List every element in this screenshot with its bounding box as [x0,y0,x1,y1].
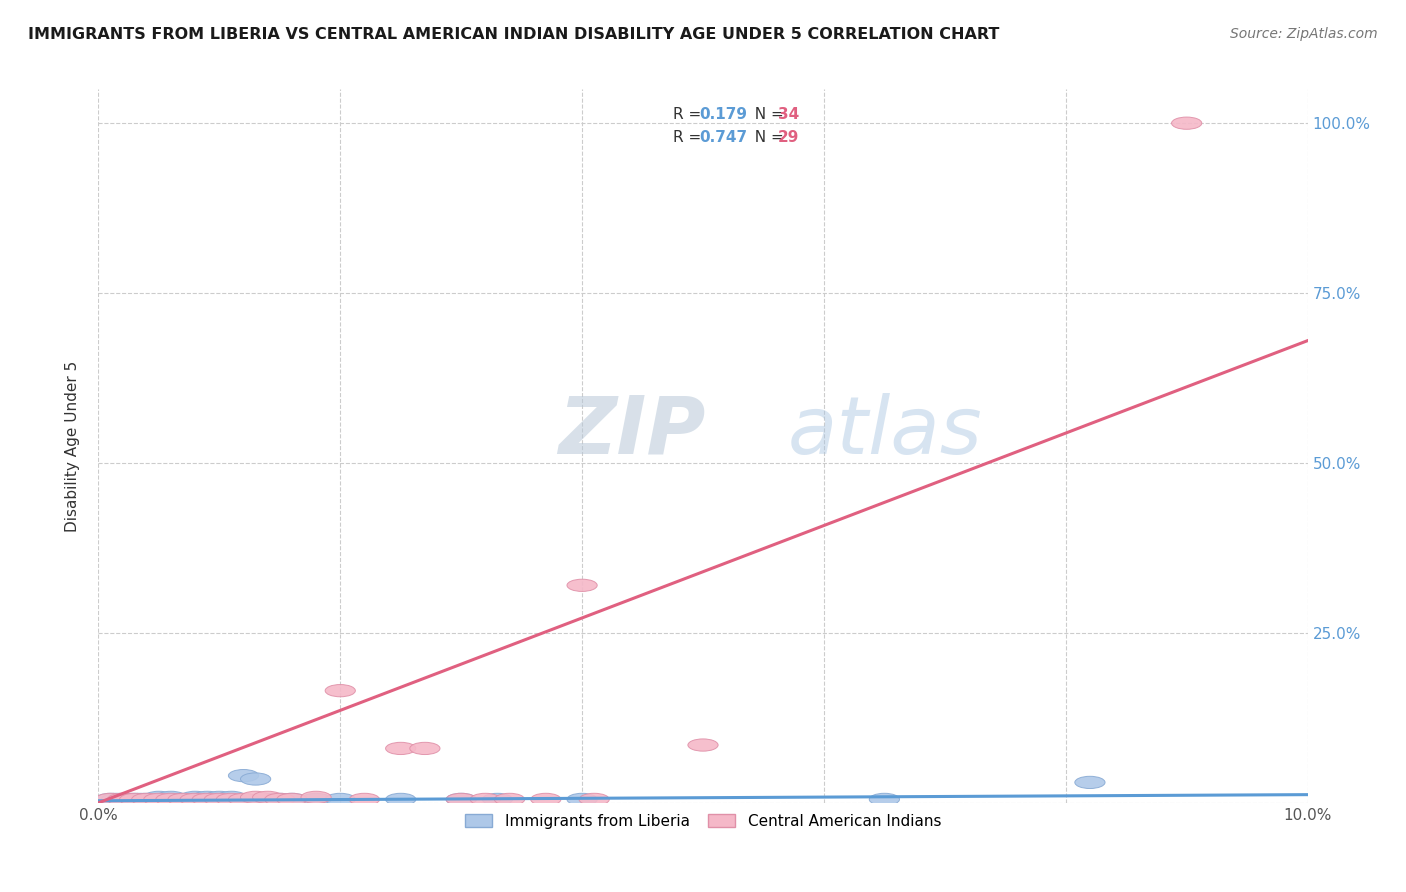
Ellipse shape [193,793,222,805]
Ellipse shape [385,793,416,805]
Ellipse shape [174,793,204,805]
Ellipse shape [156,793,186,805]
Ellipse shape [385,742,416,755]
Ellipse shape [470,793,501,805]
Ellipse shape [325,684,356,697]
Ellipse shape [156,791,186,804]
Ellipse shape [264,793,295,805]
Ellipse shape [96,793,125,805]
Text: Source: ZipAtlas.com: Source: ZipAtlas.com [1230,27,1378,41]
Legend: Immigrants from Liberia, Central American Indians: Immigrants from Liberia, Central America… [456,805,950,838]
Ellipse shape [567,579,598,591]
Ellipse shape [132,793,162,805]
Ellipse shape [579,793,609,805]
Ellipse shape [204,793,235,805]
Ellipse shape [114,793,143,805]
Ellipse shape [869,793,900,805]
Ellipse shape [180,791,211,804]
Ellipse shape [482,793,513,805]
Ellipse shape [277,793,307,805]
Ellipse shape [180,793,211,805]
Text: ZIP: ZIP [558,392,706,471]
Text: 0.747: 0.747 [699,130,748,145]
Ellipse shape [217,793,246,805]
Ellipse shape [180,793,211,805]
Ellipse shape [101,793,132,805]
Ellipse shape [301,793,332,805]
Text: N =: N = [745,130,789,145]
Ellipse shape [107,793,138,805]
Text: R =: R = [672,107,706,121]
Ellipse shape [446,793,477,805]
Ellipse shape [120,793,150,805]
Ellipse shape [349,793,380,805]
Ellipse shape [120,793,150,805]
Ellipse shape [96,793,125,805]
Ellipse shape [193,791,222,804]
Ellipse shape [530,793,561,805]
Ellipse shape [193,793,222,805]
Ellipse shape [264,793,295,805]
Ellipse shape [143,791,174,804]
Ellipse shape [325,793,356,805]
Ellipse shape [125,793,156,805]
Ellipse shape [107,793,138,805]
Ellipse shape [132,793,162,805]
Ellipse shape [143,793,174,805]
Text: 34: 34 [778,107,799,121]
Ellipse shape [495,793,524,805]
Text: 0.179: 0.179 [699,107,748,121]
Ellipse shape [204,793,235,805]
Text: IMMIGRANTS FROM LIBERIA VS CENTRAL AMERICAN INDIAN DISABILITY AGE UNDER 5 CORREL: IMMIGRANTS FROM LIBERIA VS CENTRAL AMERI… [28,27,1000,42]
Ellipse shape [228,770,259,781]
Ellipse shape [228,793,259,805]
Text: atlas: atlas [787,392,983,471]
Ellipse shape [446,793,477,805]
Ellipse shape [301,791,332,804]
Ellipse shape [567,793,598,805]
Ellipse shape [1074,776,1105,789]
Ellipse shape [240,791,271,804]
Ellipse shape [240,772,271,785]
Ellipse shape [253,793,283,805]
Ellipse shape [409,742,440,755]
Ellipse shape [217,791,246,804]
Ellipse shape [253,791,283,804]
Ellipse shape [167,793,198,805]
Ellipse shape [688,739,718,751]
Text: N =: N = [745,107,789,121]
Ellipse shape [167,793,198,805]
Ellipse shape [1171,117,1202,129]
Ellipse shape [143,793,174,805]
Ellipse shape [138,793,167,805]
Y-axis label: Disability Age Under 5: Disability Age Under 5 [65,360,80,532]
Ellipse shape [277,793,307,805]
Text: 29: 29 [778,130,800,145]
Ellipse shape [204,791,235,804]
Text: R =: R = [672,130,706,145]
Ellipse shape [156,793,186,805]
